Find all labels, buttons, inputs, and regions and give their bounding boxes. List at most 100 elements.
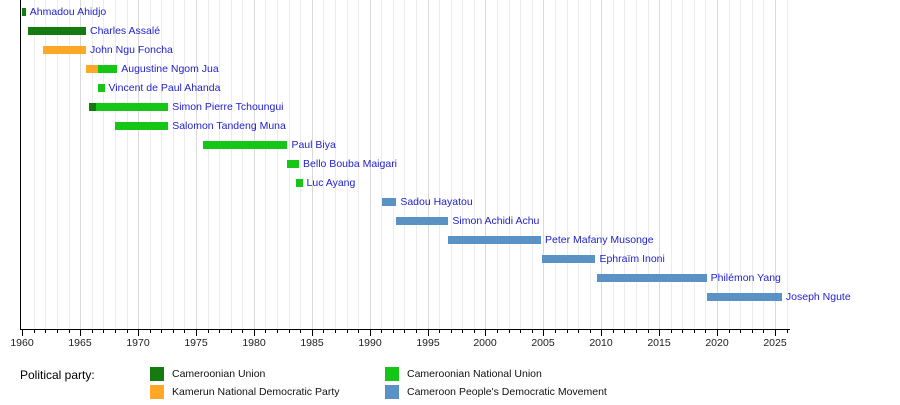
legend-label: Cameroonian Union <box>172 368 266 380</box>
tick-minor <box>208 330 209 333</box>
gantt-row[interactable]: Simon Achidi Achu <box>0 212 900 231</box>
gantt-row[interactable]: Simon Pierre Tchoungui <box>0 98 900 117</box>
gantt-row[interactable]: Salomon Tandeng Muna <box>0 117 900 136</box>
gantt-bar-segment[interactable] <box>86 65 98 73</box>
tick-major <box>659 330 660 336</box>
gridline-minor <box>219 0 220 329</box>
plot-area: 1960 1965 1970 1975 1980 1985 1990 1995 2000 2005… <box>0 0 900 349</box>
gantt-row[interactable]: Vincent de Paul Ahanda <box>0 79 900 98</box>
gridline-minor <box>335 0 336 329</box>
tick-minor <box>671 330 672 333</box>
tick-minor <box>115 330 116 333</box>
gridline-minor <box>277 0 278 329</box>
gridline-minor <box>208 0 209 329</box>
gantt-row[interactable]: Ephraïm Inoni <box>0 250 900 269</box>
gantt-row[interactable]: Bello Bouba Maigari <box>0 155 900 174</box>
gantt-bar-segment[interactable] <box>96 103 169 111</box>
gridline-minor <box>752 0 753 329</box>
gridline-minor <box>265 0 266 329</box>
tick-major <box>370 330 371 336</box>
gridline-minor <box>404 0 405 329</box>
gantt-bar-segment[interactable] <box>295 179 303 187</box>
tick-minor <box>323 330 324 333</box>
tick-minor <box>705 330 706 333</box>
gantt-row-label: Simon Achidi Achu <box>452 215 540 227</box>
gantt-bar-segment[interactable] <box>43 46 86 54</box>
x-axis-tick-label: 1980 <box>242 337 266 349</box>
gridline-minor <box>34 0 35 329</box>
tick-major <box>485 330 486 336</box>
gridline-minor <box>161 0 162 329</box>
gridline <box>254 0 255 329</box>
gantt-row-label: Joseph Ngute <box>785 291 851 303</box>
gridline-minor <box>45 0 46 329</box>
tick-minor <box>624 330 625 333</box>
tick-minor <box>555 330 556 333</box>
legend: Political party: Cameroonian Union Camero… <box>0 360 900 405</box>
tick-minor <box>265 330 266 333</box>
gantt-bar-segment[interactable] <box>114 122 169 130</box>
tick-major <box>717 330 718 336</box>
tick-major <box>22 330 23 336</box>
gantt-bar-segment[interactable] <box>97 84 105 92</box>
gantt-bar-segment[interactable] <box>542 255 596 263</box>
tick-minor <box>184 330 185 333</box>
tick-minor <box>416 330 417 333</box>
tick-minor <box>242 330 243 333</box>
tick-minor <box>103 330 104 333</box>
legend-title: Political party: <box>20 368 95 382</box>
gridline-minor <box>740 0 741 329</box>
gantt-bar-segment[interactable] <box>287 160 300 168</box>
tick-minor <box>404 330 405 333</box>
gridline <box>312 0 313 329</box>
gantt-row[interactable]: Joseph Ngute <box>0 288 900 307</box>
tick-minor <box>381 330 382 333</box>
gantt-row[interactable]: Ahmadou Ahidjo <box>0 3 900 22</box>
tick-minor <box>752 330 753 333</box>
gridline <box>196 0 197 329</box>
x-axis-line <box>20 329 790 330</box>
tick-minor <box>451 330 452 333</box>
gridline-minor <box>115 0 116 329</box>
x-axis-tick-label: 2005 <box>531 337 555 349</box>
gantt-bar-segment[interactable] <box>28 27 86 35</box>
gantt-row-label: Sadou Hayatou <box>400 196 473 208</box>
gantt-row-label: Ephraïm Inoni <box>599 253 665 265</box>
tick-minor <box>393 330 394 333</box>
gantt-row[interactable]: Philémon Yang <box>0 269 900 288</box>
gantt-row[interactable]: John Ngu Foncha <box>0 41 900 60</box>
gantt-bar-segment[interactable] <box>396 217 449 225</box>
tick-minor <box>150 330 151 333</box>
tick-minor <box>358 330 359 333</box>
gantt-bar-segment[interactable] <box>448 236 542 244</box>
gridline-minor <box>532 0 533 329</box>
gantt-bar-segment[interactable] <box>382 198 397 206</box>
gridline-minor <box>729 0 730 329</box>
tick-major <box>775 330 776 336</box>
gantt-bar-segment[interactable] <box>97 65 118 73</box>
gridline <box>775 0 776 329</box>
legend-color-swatch <box>150 367 164 381</box>
legend-label: Cameroonian National Union <box>407 368 542 380</box>
gantt-row[interactable]: Sadou Hayatou <box>0 193 900 212</box>
gridline-minor <box>57 0 58 329</box>
legend-color-swatch <box>385 385 399 399</box>
tick-major <box>543 330 544 336</box>
tick-minor <box>219 330 220 333</box>
gantt-bar-segment[interactable] <box>22 8 26 16</box>
gantt-row[interactable]: Paul Biya <box>0 136 900 155</box>
gantt-bar-segment[interactable] <box>202 141 288 149</box>
tick-minor <box>567 330 568 333</box>
tick-major <box>601 330 602 336</box>
gantt-row[interactable]: Charles Assalé <box>0 22 900 41</box>
gantt-bar-segment[interactable] <box>596 274 707 282</box>
gantt-row[interactable]: Augustine Ngom Jua <box>0 60 900 79</box>
tick-minor <box>636 330 637 333</box>
tick-minor <box>497 330 498 333</box>
gantt-row[interactable]: Peter Mafany Musonge <box>0 231 900 250</box>
gridline <box>370 0 371 329</box>
gantt-row[interactable]: Luc Ayang <box>0 174 900 193</box>
gantt-bar-segment[interactable] <box>706 293 782 301</box>
gantt-bar-segment[interactable] <box>89 103 97 111</box>
tick-minor <box>729 330 730 333</box>
